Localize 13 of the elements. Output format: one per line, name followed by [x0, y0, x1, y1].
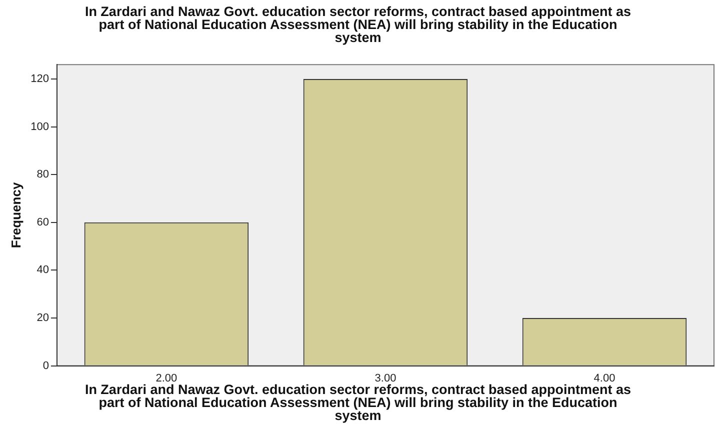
- x-tick-label: 4.00: [594, 372, 616, 384]
- y-tick-label: 0: [42, 360, 49, 372]
- y-tick-label: 100: [30, 120, 49, 133]
- y-axis-title: Frequency: [8, 182, 24, 248]
- x-tick-label: 2.00: [156, 372, 178, 384]
- x-axis-title: In Zardari and Nawaz Govt. education sector reforms, contract based appointment as part of National Education Assessment (NEA) will bring stability in the Education system: [84, 382, 632, 423]
- y-tick-label: 40: [36, 264, 49, 276]
- y-tick-label: 80: [36, 168, 49, 181]
- y-tick-label: 120: [30, 72, 49, 85]
- chart-title: In Zardari and Nawaz Govt. education sector reforms, contract based appointment as part of National Education Assessment (NEA) will bring stability in the Education system: [84, 3, 632, 47]
- y-tick-label: 20: [36, 312, 49, 324]
- y-tick-label: 60: [36, 216, 49, 228]
- x-tick-label: 3.00: [374, 372, 396, 384]
